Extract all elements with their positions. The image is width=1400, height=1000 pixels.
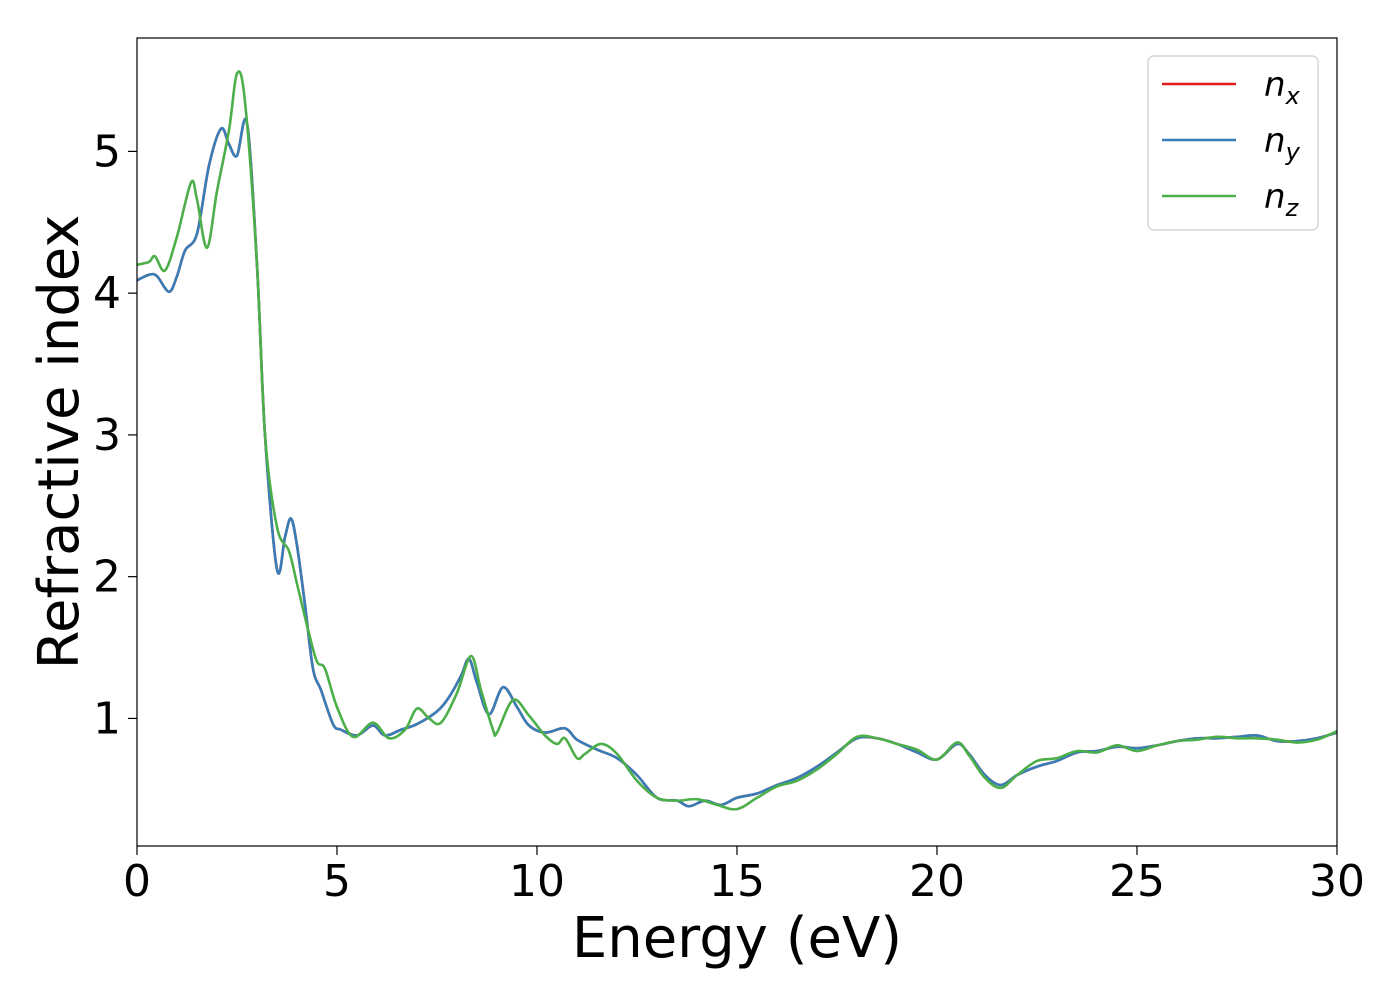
y-tick-label: 5 (93, 126, 121, 177)
legend-label-subscript: y (1285, 138, 1301, 166)
y-tick-label: 2 (93, 552, 121, 603)
y-tick-label: 3 (93, 410, 121, 461)
y-axis-label: Refractive index (27, 215, 92, 670)
x-axis-label: Energy (eV) (572, 906, 902, 971)
legend-label-n-y: ny (1264, 121, 1301, 166)
x-tick-label: 5 (323, 856, 351, 907)
legend-label-base: n (1264, 65, 1286, 105)
legend-label-subscript: z (1285, 194, 1300, 222)
x-tick-label: 15 (709, 856, 765, 907)
x-tick-label: 0 (123, 856, 151, 907)
legend-label-n-x: nx (1264, 65, 1301, 110)
legend-label-n-z: nz (1264, 177, 1300, 222)
x-axis-ticks: 0 5 10 15 20 25 30 (123, 846, 1365, 907)
x-tick-label: 30 (1309, 856, 1365, 907)
legend-frame (1147, 55, 1319, 231)
series-line-n-z (137, 70, 1337, 811)
legend-label-subscript: x (1285, 82, 1301, 110)
y-tick-label: 4 (93, 268, 121, 319)
legend-label-base: n (1264, 177, 1286, 217)
y-axis-ticks: 1 2 3 4 5 (93, 126, 137, 744)
x-tick-label: 10 (509, 856, 565, 907)
y-tick-label: 1 (93, 693, 121, 744)
x-tick-label: 25 (1109, 856, 1165, 907)
x-tick-label: 20 (909, 856, 965, 907)
plot-lines (137, 70, 1337, 811)
legend-label-base: n (1264, 121, 1286, 161)
